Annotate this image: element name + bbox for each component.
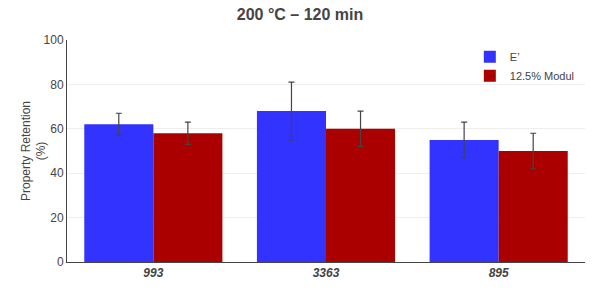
- svg-text:0: 0: [57, 255, 64, 269]
- svg-text:12.5% Modul: 12.5% Modul: [510, 70, 574, 82]
- svg-text:20: 20: [50, 211, 64, 225]
- svg-text:993: 993: [143, 266, 163, 280]
- svg-text:895: 895: [489, 266, 509, 280]
- svg-text:3363: 3363: [313, 266, 340, 280]
- svg-text:Property Retention(%): Property Retention(%): [19, 101, 49, 201]
- svg-text:E’: E’: [510, 51, 520, 63]
- svg-text:40: 40: [50, 166, 64, 180]
- svg-text:60: 60: [50, 122, 64, 136]
- svg-text:200 °C – 120 min: 200 °C – 120 min: [237, 6, 363, 23]
- svg-text:80: 80: [50, 78, 64, 92]
- svg-text:100: 100: [44, 33, 64, 47]
